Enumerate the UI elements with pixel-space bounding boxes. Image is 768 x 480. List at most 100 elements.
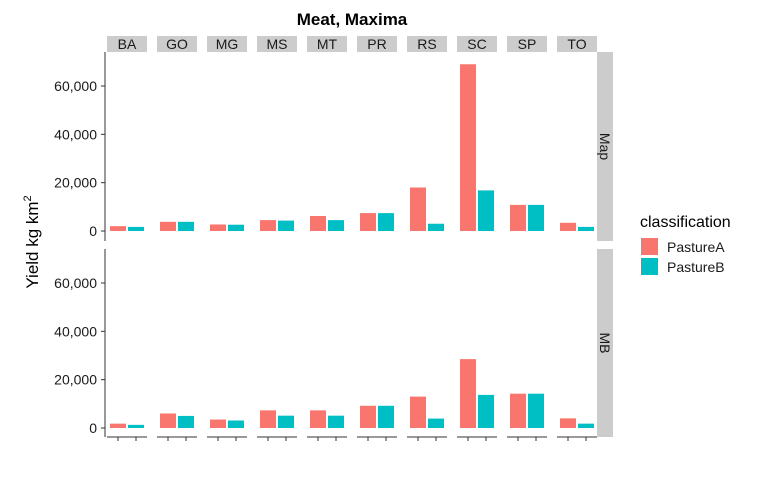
facet-strip-bg xyxy=(557,36,597,52)
facet-strip-bg xyxy=(257,36,297,52)
y-tick-label: 60,000 xyxy=(54,78,97,94)
y-tick-label: 0 xyxy=(89,420,97,436)
facet-strips-right: Map MB xyxy=(597,52,613,437)
bar-pasturea xyxy=(460,359,476,428)
bar-pasturea xyxy=(360,405,376,428)
facet-strip-label: Map xyxy=(597,133,613,160)
facet-strip-go: GO xyxy=(157,36,197,52)
x-axis-go xyxy=(157,436,197,441)
bar-pastureb xyxy=(228,420,244,428)
bar-pastureb xyxy=(378,213,394,231)
y-axis-map: 0 20,000 40,000 60,000 xyxy=(54,52,106,241)
legend-swatch xyxy=(641,258,658,275)
bar-pastureb xyxy=(528,204,544,231)
panel-mb-to xyxy=(560,418,594,428)
facet-strip-bg xyxy=(597,249,613,437)
bar-pasturea xyxy=(210,224,226,231)
legend-label: PastureA xyxy=(667,239,725,255)
y-axis-title-superscript: 2 xyxy=(22,195,34,201)
bar-pastureb xyxy=(528,393,544,428)
panel-mb-sp xyxy=(510,393,544,428)
facet-strip-sp: SP xyxy=(507,36,547,52)
facet-strip-mt: MT xyxy=(307,36,347,52)
facet-strip-map: Map xyxy=(597,52,613,241)
facet-strip-rs: RS xyxy=(407,36,447,52)
y-tick-label: 60,000 xyxy=(54,275,97,291)
panel-map-to xyxy=(560,222,594,231)
svg-text:Yield kg km2: Yield kg km2 xyxy=(22,195,42,288)
bar-pasturea xyxy=(110,226,126,231)
bar-pastureb xyxy=(378,405,394,428)
axes: 0 20,000 40,000 60,000 0 20,000 40,000 60,000 xyxy=(54,52,597,441)
facet-strip-bg xyxy=(457,36,497,52)
bar-pasturea xyxy=(510,393,526,428)
panel-map-go xyxy=(160,221,194,231)
bar-pastureb xyxy=(478,190,494,231)
x-axis-pr xyxy=(357,436,397,441)
bar-pastureb xyxy=(328,220,344,231)
panel-map-mt xyxy=(310,216,344,231)
facet-strip-ms: MS xyxy=(257,36,297,52)
x-axis-rs xyxy=(407,436,447,441)
y-tick-label: 40,000 xyxy=(54,126,97,142)
panel-map-sc xyxy=(460,64,494,231)
panel-map-mg xyxy=(210,224,244,231)
bar-pastureb xyxy=(128,226,144,231)
facet-strip-label: RS xyxy=(417,36,436,52)
bar-pastureb xyxy=(178,415,194,428)
bar-pastureb xyxy=(578,226,594,231)
panel-mb-mg xyxy=(210,419,244,428)
facet-strips-top: BA GO MG MS MT PR RS SC SP TO xyxy=(107,36,597,52)
bar-pastureb xyxy=(278,220,294,231)
facet-strip-bg xyxy=(357,36,397,52)
legend-title: classification xyxy=(640,214,731,231)
facet-strip-label: SP xyxy=(518,36,537,52)
bar-pastureb xyxy=(178,221,194,231)
bar-pastureb xyxy=(578,423,594,428)
panel-mb-pr xyxy=(360,405,394,428)
y-axis-title: Yield kg km2 xyxy=(22,195,42,288)
panel-mb-rs xyxy=(410,396,444,428)
bar-pastureb xyxy=(328,415,344,428)
bar-pasturea xyxy=(410,187,426,231)
facet-strip-label: TO xyxy=(567,36,586,52)
facet-strip-label: BA xyxy=(118,36,137,52)
bar-pastureb xyxy=(228,224,244,231)
bar-pasturea xyxy=(310,410,326,428)
bar-pasturea xyxy=(210,419,226,428)
facet-strip-ba: BA xyxy=(107,36,147,52)
panel-mb-ba xyxy=(110,423,144,428)
bar-pasturea xyxy=(160,413,176,428)
panel-map-ms xyxy=(260,220,294,231)
y-tick-label: 40,000 xyxy=(54,323,97,339)
facet-strip-bg xyxy=(407,36,447,52)
legend-item-pastureb: PastureB xyxy=(641,258,725,275)
facet-strip-label: GO xyxy=(166,36,188,52)
bar-pastureb xyxy=(128,424,144,428)
panel-map-sp xyxy=(510,204,544,231)
x-axis-to xyxy=(557,436,597,441)
facet-strip-label: MT xyxy=(317,36,338,52)
x-axis-ms xyxy=(257,436,297,441)
bar-pastureb xyxy=(428,418,444,428)
panel-mb-go xyxy=(160,413,194,428)
panel-map-pr xyxy=(360,213,394,231)
facet-strip-label: PR xyxy=(367,36,386,52)
x-axis-mt xyxy=(307,436,347,441)
bar-pasturea xyxy=(160,221,176,231)
bar-pasturea xyxy=(110,423,126,428)
bar-pasturea xyxy=(510,204,526,231)
legend-item-pasturea: PastureA xyxy=(641,238,725,255)
bar-pastureb xyxy=(428,223,444,231)
panel-map-rs xyxy=(410,187,444,231)
facet-strip-to: TO xyxy=(557,36,597,52)
facet-strip-mb: MB xyxy=(597,249,613,437)
bar-pasturea xyxy=(560,418,576,428)
y-tick-label: 0 xyxy=(89,223,97,239)
panel-mb-sc xyxy=(460,359,494,428)
facet-strip-pr: PR xyxy=(357,36,397,52)
bar-pasturea xyxy=(260,410,276,428)
facet-strip-label: MB xyxy=(597,333,613,354)
bar-pasturea xyxy=(310,216,326,231)
